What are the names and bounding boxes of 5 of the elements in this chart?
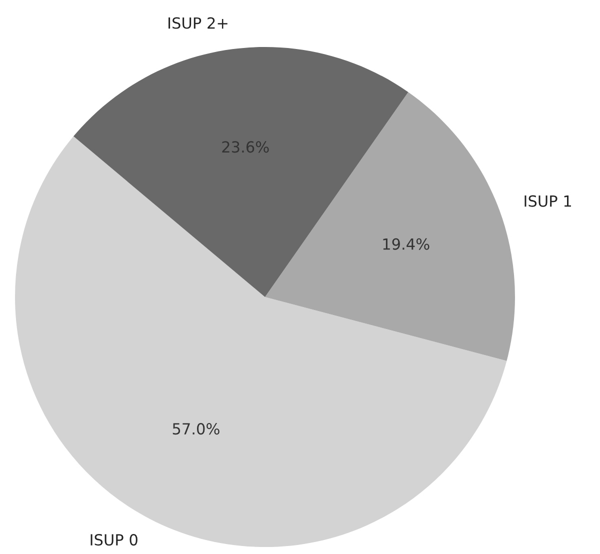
data-label: 19.4% — [383, 238, 430, 250]
slice-label: ISUP 1 — [524, 195, 571, 207]
data-label: 57.0% — [172, 423, 220, 435]
slice-label: ISUP 2+ — [168, 17, 228, 29]
slice-label: ISUP 0 — [90, 534, 138, 546]
